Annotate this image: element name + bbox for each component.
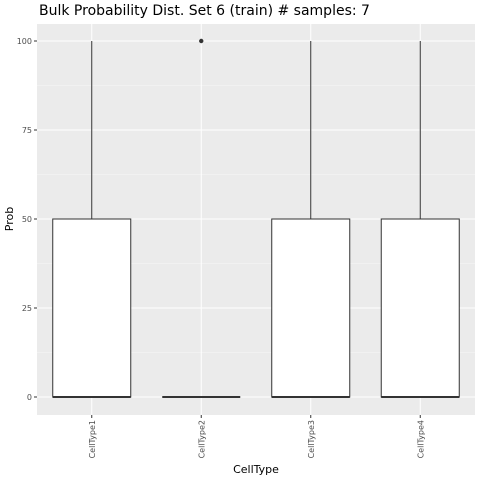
box-iqr [52,218,132,398]
chart-title: Bulk Probability Dist. Set 6 (train) # s… [39,3,370,19]
x-tick-label: CellType4 [416,420,425,458]
outlier-point [199,38,204,44]
y-axis-title: Prob [3,207,16,231]
box-group [52,38,460,398]
box-iqr [380,218,460,398]
x-tick-label: CellType1 [88,420,97,458]
x-tick-label: CellType3 [307,420,316,458]
x-tick-label: CellType2 [197,420,206,458]
y-tick-label: 50 [22,215,32,224]
y-tick-label: 25 [22,304,32,313]
x-axis-title: CellType [233,463,279,476]
box-iqr [271,218,351,398]
y-tick-label: 75 [22,126,32,135]
axes: 0 25 50 75 100 CellType1 CellType2 CellType3 Cel… [17,37,426,458]
y-tick-label: 100 [17,37,32,46]
y-tick-label: 0 [27,393,32,402]
